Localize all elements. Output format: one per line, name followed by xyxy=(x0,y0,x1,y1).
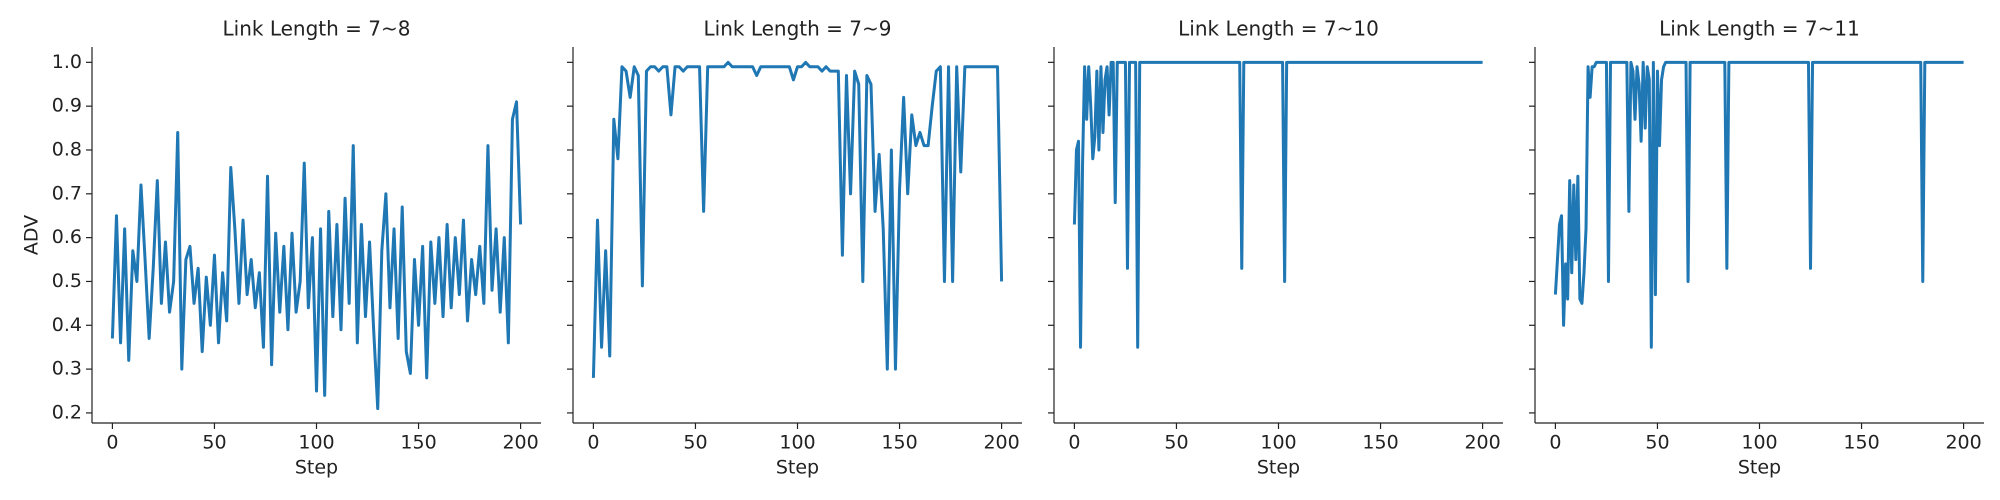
subplot-title: Link Length = 7~8 xyxy=(223,17,411,41)
subplot-title: Link Length = 7~9 xyxy=(704,17,892,41)
x-tick-label: 50 xyxy=(1645,432,1669,454)
x-axis-label: Step xyxy=(1257,457,1300,479)
x-axis-label: Step xyxy=(295,457,338,479)
x-tick-label: 0 xyxy=(1549,432,1561,454)
x-tick-label: 0 xyxy=(106,432,118,454)
x-tick-label: 0 xyxy=(587,432,599,454)
x-tick-label: 200 xyxy=(983,432,1019,454)
y-axis-label: ADV xyxy=(21,215,43,255)
x-tick-label: 200 xyxy=(502,432,538,454)
data-line xyxy=(1553,60,1964,349)
y-tick-label: 0.3 xyxy=(52,358,82,380)
x-tick-label: 50 xyxy=(683,432,707,454)
x-tick-label: 100 xyxy=(1741,432,1777,454)
x-tick-label: 50 xyxy=(202,432,226,454)
y-tick-label: 0.7 xyxy=(52,182,82,204)
subplot-title: Link Length = 7~10 xyxy=(1178,17,1379,41)
x-tick-label: 150 xyxy=(1843,432,1879,454)
x-tick-label: 50 xyxy=(1164,432,1188,454)
x-tick-label: 200 xyxy=(1464,432,1500,454)
x-tick-label: 0 xyxy=(1068,432,1080,454)
y-tick-label: 0.9 xyxy=(52,95,82,117)
data-line xyxy=(110,100,523,411)
x-tick-label: 150 xyxy=(1362,432,1398,454)
subplot-title: Link Length = 7~11 xyxy=(1659,17,1860,41)
x-tick-label: 150 xyxy=(400,432,436,454)
y-tick-label: 0.6 xyxy=(52,226,82,248)
x-tick-label: 150 xyxy=(881,432,917,454)
y-tick-label: 0.5 xyxy=(52,270,82,292)
x-tick-label: 100 xyxy=(1260,432,1296,454)
y-tick-label: 0.2 xyxy=(52,401,82,423)
x-axis-label: Step xyxy=(1738,457,1781,479)
x-tick-label: 200 xyxy=(1945,432,1981,454)
x-axis-label: Step xyxy=(776,457,819,479)
data-line xyxy=(591,60,1004,378)
x-tick-label: 100 xyxy=(298,432,334,454)
y-tick-label: 0.8 xyxy=(52,138,82,160)
y-tick-label: 0.4 xyxy=(52,314,82,336)
data-line xyxy=(1072,60,1483,349)
x-tick-label: 100 xyxy=(779,432,815,454)
y-tick-label: 1.0 xyxy=(52,51,82,73)
